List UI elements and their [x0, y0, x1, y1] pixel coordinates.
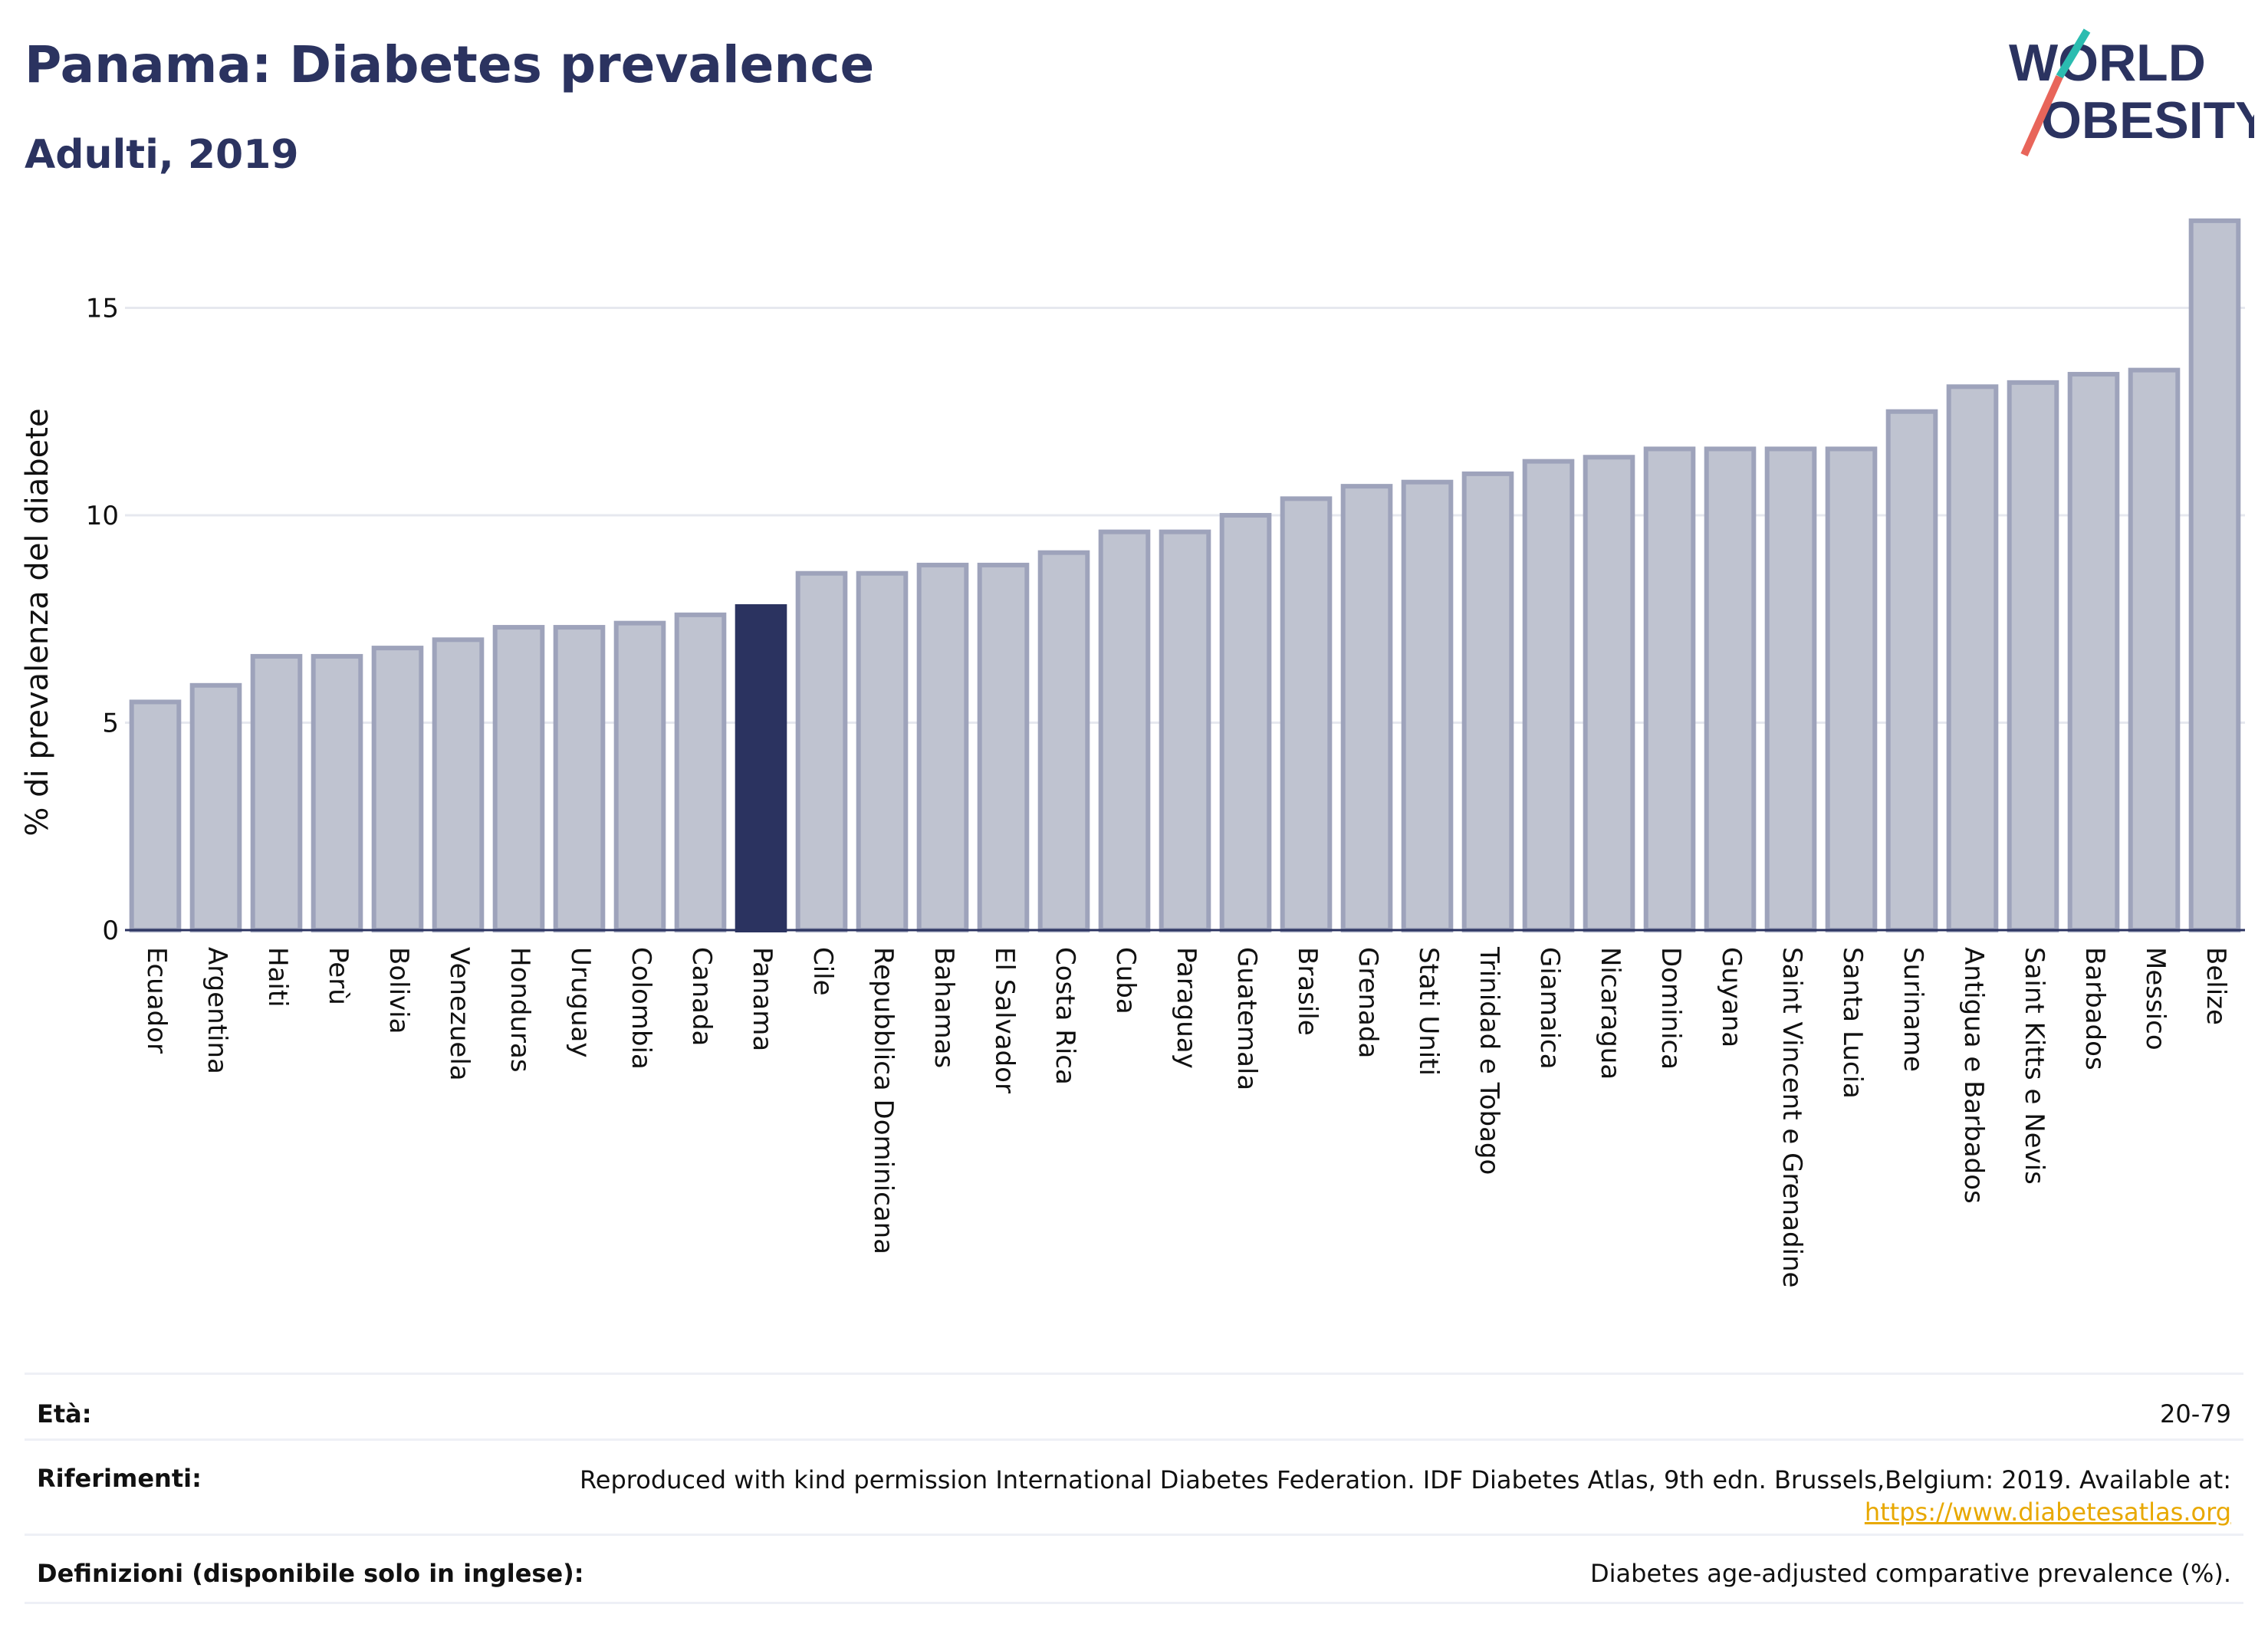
bar-messico	[2128, 367, 2181, 932]
x-tick-label: Belize	[2201, 947, 2231, 1025]
x-tick-label: Saint Kitts e Nevis	[2019, 947, 2049, 1185]
logo-slash-teal	[2056, 28, 2091, 79]
bar-paraguay	[1159, 529, 1211, 932]
bar-venezuela	[432, 637, 485, 932]
x-tick-label: Giamaica	[1534, 947, 1565, 1070]
bar-honduras	[492, 625, 545, 932]
bar-colombia	[613, 620, 666, 932]
x-tick-label: Perù	[323, 947, 353, 1005]
bar-guyana	[1704, 446, 1757, 932]
x-tick-label: Grenada	[1353, 947, 1383, 1058]
x-tick-label: Haiti	[262, 947, 293, 1008]
bar-ecuador	[129, 699, 182, 933]
bar-antigua-e-barbados	[1946, 384, 1999, 932]
bars	[129, 218, 2241, 933]
definitions-value: Diabetes age-adjusted comparative preval…	[1590, 1559, 2231, 1588]
meta-row-references: Riferimenti: Reproduced with kind permis…	[25, 1438, 2243, 1536]
x-tick-label: Suriname	[1898, 947, 1928, 1072]
bar-santa-lucia	[1825, 446, 1878, 932]
bar-guatemala	[1219, 512, 1272, 932]
bar-grenada	[1340, 484, 1393, 932]
y-axis-label: % di prevalenza del diabete	[20, 408, 55, 836]
world-obesity-logo: WORLD OBESITY	[2009, 28, 2254, 157]
x-tick-labels: Ecuador Argentina Haiti Perù Bolivia Venezuel…	[141, 946, 2231, 1287]
bar-dominica	[1643, 446, 1696, 932]
y-tick-label: 10	[86, 501, 119, 531]
x-tick-label: Guyana	[1716, 947, 1747, 1047]
bar-bahamas	[916, 562, 969, 932]
x-tick-label: Panama	[747, 947, 777, 1051]
x-tick-label: Honduras	[505, 947, 535, 1073]
bar-saint-kitts-e-nevis	[2007, 380, 2059, 932]
bar-barbados	[2067, 372, 2120, 933]
metadata-table: Età: 20-79 Riferimenti: Reproduced with …	[25, 1373, 2243, 1604]
y-tick-label: 5	[102, 708, 119, 738]
bar-bolivia	[371, 646, 424, 932]
x-tick-label: Bahamas	[929, 947, 959, 1068]
logo-text-obesity: OBESITY	[2041, 91, 2254, 150]
x-tick-label: Antigua e Barbados	[1958, 947, 1989, 1204]
references-value: Reproduced with kind permission Internat…	[580, 1464, 2231, 1528]
bar-repubblica-dominicana	[856, 570, 909, 932]
x-tick-label: Ecuador	[141, 947, 172, 1054]
logo-slash-red	[2020, 74, 2063, 157]
y-tick-label: 15	[86, 293, 119, 324]
age-label: Età:	[37, 1399, 92, 1429]
x-tick-label: Canada	[686, 947, 717, 1046]
x-tick-label: Costa Rica	[1050, 947, 1080, 1085]
bar-per-	[311, 653, 363, 932]
x-tick-label: Paraguay	[1171, 947, 1201, 1069]
bar-suriname	[1885, 409, 1938, 932]
chart-subtitle: Adulti, 2019	[25, 132, 299, 178]
x-tick-label: Brasile	[1292, 947, 1323, 1036]
x-tick-label: Barbados	[2079, 947, 2110, 1070]
bar-saint-vincent-e-grenadine	[1764, 446, 1817, 932]
bar-el-salvador	[977, 562, 1030, 932]
x-tick-label: Colombia	[626, 947, 656, 1070]
bar-uruguay	[553, 625, 606, 932]
y-tick-labels: 0 5 10 15	[86, 293, 119, 946]
bar-belize	[2188, 218, 2241, 932]
age-value: 20-79	[2160, 1399, 2231, 1429]
bar-panama	[735, 604, 787, 932]
x-tick-label: Saint Vincent e Grenadine	[1777, 947, 1807, 1287]
x-tick-label: Argentina	[202, 947, 232, 1074]
bar-cuba	[1098, 529, 1151, 932]
x-tick-label: Dominica	[1655, 947, 1686, 1070]
references-text: Reproduced with kind permission Internat…	[579, 1465, 2231, 1494]
bar-trinidad-e-tobago	[1461, 471, 1514, 932]
references-link[interactable]: https://www.diabetesatlas.org	[1864, 1498, 2231, 1527]
x-tick-label: Uruguay	[565, 947, 596, 1058]
bar-canada	[674, 612, 727, 933]
y-tick-label: 0	[102, 916, 119, 946]
bar-costa-rica	[1037, 550, 1090, 932]
x-tick-label: Trinidad e Tobago	[1474, 946, 1504, 1175]
meta-row-definitions: Definizioni (disponibile solo in inglese…	[25, 1534, 2243, 1604]
x-tick-label: Guatemala	[1231, 947, 1262, 1090]
bar-cile	[795, 570, 848, 932]
bar-argentina	[189, 682, 242, 932]
x-tick-label: Santa Lucia	[1837, 947, 1868, 1099]
bar-brasile	[1280, 496, 1333, 932]
bar-giamaica	[1522, 459, 1575, 932]
x-tick-label: Cuba	[1110, 947, 1141, 1014]
bar-chart: 0 5 10 15 Ecuador Argentina Haiti Perù Bolivia V…	[20, 218, 2245, 1287]
x-tick-label: Stati Uniti	[1413, 947, 1444, 1076]
logo-text-world: WORLD	[2009, 34, 2206, 92]
bar-stati-uniti	[1401, 479, 1454, 932]
meta-row-age: Età: 20-79	[25, 1373, 2243, 1441]
definitions-label: Definizioni (disponibile solo in inglese…	[37, 1559, 584, 1588]
x-tick-label: Bolivia	[383, 947, 414, 1034]
chart-title: Panama: Diabetes prevalence	[25, 35, 875, 94]
references-label: Riferimenti:	[37, 1464, 202, 1493]
x-tick-label: Venezuela	[444, 947, 475, 1081]
x-tick-label: Messico	[2140, 947, 2171, 1050]
bar-haiti	[250, 653, 303, 932]
x-tick-label: El Salvador	[989, 947, 1020, 1093]
bar-nicaragua	[1583, 455, 1635, 932]
x-tick-label: Nicaragua	[1595, 947, 1625, 1080]
x-tick-label: Repubblica Dominicana	[868, 947, 899, 1254]
x-tick-label: Cile	[807, 947, 838, 996]
